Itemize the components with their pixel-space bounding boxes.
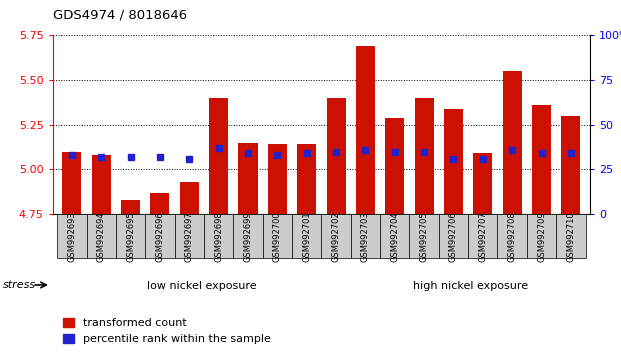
Text: GSM992695: GSM992695 [126, 211, 135, 262]
Text: GDS4974 / 8018646: GDS4974 / 8018646 [53, 9, 187, 22]
Text: GSM992705: GSM992705 [420, 211, 428, 262]
Bar [86, 214, 116, 258]
Bar [62, 152, 81, 214]
Text: GSM992702: GSM992702 [332, 211, 340, 262]
Text: GSM992700: GSM992700 [273, 211, 282, 262]
Text: GSM992708: GSM992708 [507, 211, 517, 262]
Text: GSM992703: GSM992703 [361, 211, 370, 262]
Bar [238, 143, 258, 214]
Legend: transformed count, percentile rank within the sample: transformed count, percentile rank withi… [58, 314, 275, 349]
Bar [92, 155, 111, 214]
Text: GSM992696: GSM992696 [155, 211, 165, 262]
Text: low nickel exposure: low nickel exposure [147, 281, 257, 291]
Bar [297, 144, 316, 214]
Bar [116, 214, 145, 258]
Bar [385, 118, 404, 214]
Bar [292, 214, 322, 258]
Bar [502, 71, 522, 214]
Text: GSM992710: GSM992710 [566, 211, 576, 262]
Text: GSM992701: GSM992701 [302, 211, 311, 262]
Bar [532, 105, 551, 214]
Text: GSM992698: GSM992698 [214, 211, 223, 262]
Bar [473, 153, 492, 214]
Bar [497, 214, 527, 258]
Text: high nickel exposure: high nickel exposure [413, 281, 528, 291]
Bar [380, 214, 409, 258]
Bar [179, 182, 199, 214]
Bar [439, 214, 468, 258]
Bar [233, 214, 263, 258]
Bar [175, 214, 204, 258]
Text: GSM992694: GSM992694 [97, 211, 106, 262]
Bar [209, 98, 228, 214]
Text: GSM992704: GSM992704 [390, 211, 399, 262]
Bar [150, 193, 170, 214]
Bar [527, 214, 556, 258]
Bar [351, 214, 380, 258]
Bar [556, 214, 586, 258]
Text: GSM992699: GSM992699 [243, 211, 253, 262]
Text: GSM992693: GSM992693 [67, 211, 76, 262]
Bar [121, 200, 140, 214]
Bar [204, 214, 233, 258]
Text: GSM992697: GSM992697 [185, 211, 194, 262]
Bar [468, 214, 497, 258]
Bar [57, 214, 86, 258]
Text: stress: stress [3, 280, 36, 290]
Bar [409, 214, 439, 258]
Text: GSM992709: GSM992709 [537, 211, 546, 262]
Text: GSM992707: GSM992707 [478, 211, 487, 262]
Bar [327, 98, 345, 214]
Bar [356, 46, 375, 214]
Bar [322, 214, 351, 258]
Bar [145, 214, 175, 258]
Text: GSM992706: GSM992706 [449, 211, 458, 262]
Bar [263, 214, 292, 258]
Bar [268, 144, 287, 214]
Bar [561, 116, 581, 214]
Bar [415, 98, 433, 214]
Bar [444, 109, 463, 214]
